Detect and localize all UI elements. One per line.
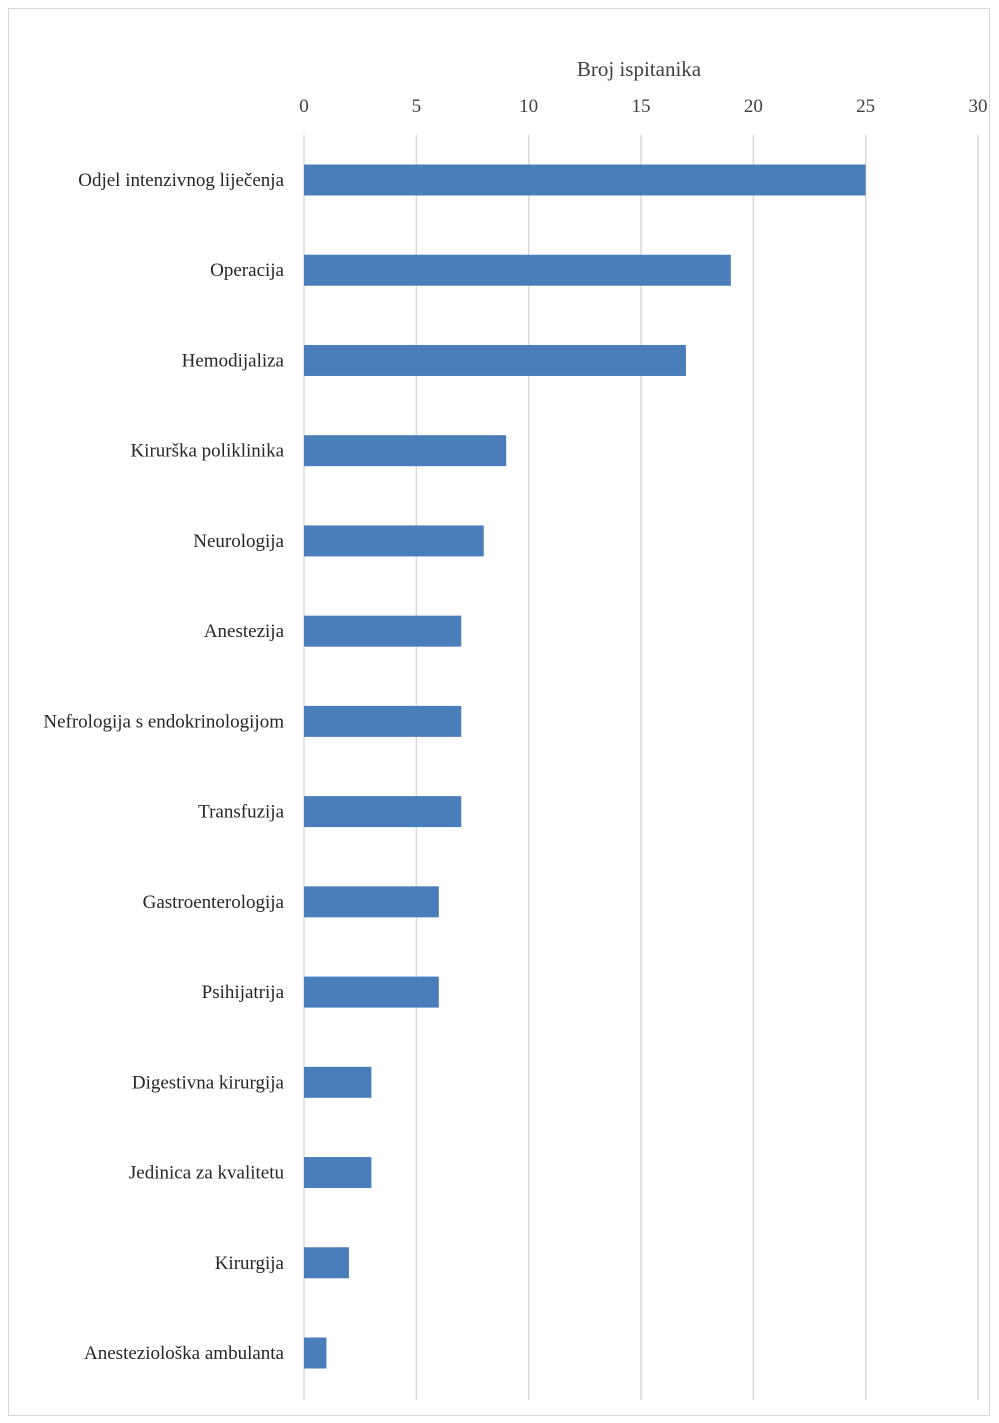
category-label: Jedinica za kvalitetu: [129, 1163, 285, 1184]
bar: [304, 1337, 327, 1369]
bar: [304, 615, 462, 647]
x-tick-label: 25: [856, 96, 875, 117]
category-label: Gastroenterologija: [143, 892, 285, 913]
x-tick-label: 15: [632, 96, 651, 117]
bar: [304, 1066, 372, 1098]
bar: [304, 344, 686, 376]
bar: [304, 164, 866, 196]
category-label: Kirurška poliklinika: [130, 441, 284, 462]
x-tick-label: 0: [299, 96, 309, 117]
bar: [304, 886, 439, 918]
bars: [304, 164, 866, 1369]
category-label: Transfuzija: [198, 802, 284, 823]
x-tick-label: 20: [744, 96, 763, 117]
category-label: Neurologija: [193, 531, 284, 552]
category-label: Anesteziološka ambulanta: [84, 1343, 285, 1364]
bar: [304, 796, 462, 828]
x-tick-label: 5: [412, 96, 422, 117]
x-tick-label: 30: [969, 96, 988, 117]
bar: [304, 1157, 372, 1189]
category-label: Anestezija: [204, 621, 285, 642]
gridlines: [303, 135, 979, 1400]
x-tick-labels: 0 5 10 15 20 25 30: [299, 96, 987, 117]
category-label: Digestivna kirurgija: [132, 1072, 285, 1093]
category-label: Hemodijaliza: [182, 350, 285, 371]
bar: [304, 254, 731, 286]
category-labels: Odjel intenzivnog liječenja Operacija Hemo…: [43, 170, 284, 1364]
bar: [304, 435, 507, 467]
bar: [304, 1247, 349, 1279]
bar: [304, 525, 484, 557]
category-label: Kirurgija: [215, 1253, 285, 1274]
x-tick-label: 10: [519, 96, 538, 117]
bar: [304, 705, 462, 737]
category-label: Nefrologija s endokrinologijom: [43, 711, 284, 732]
category-label: Operacija: [210, 260, 284, 281]
chart-frame: [8, 8, 990, 1416]
category-label: Odjel intenzivnog liječenja: [78, 170, 284, 191]
x-axis-title: Broj ispitanika: [577, 57, 702, 81]
category-label: Psihijatrija: [202, 982, 285, 1003]
bar: [304, 976, 439, 1008]
